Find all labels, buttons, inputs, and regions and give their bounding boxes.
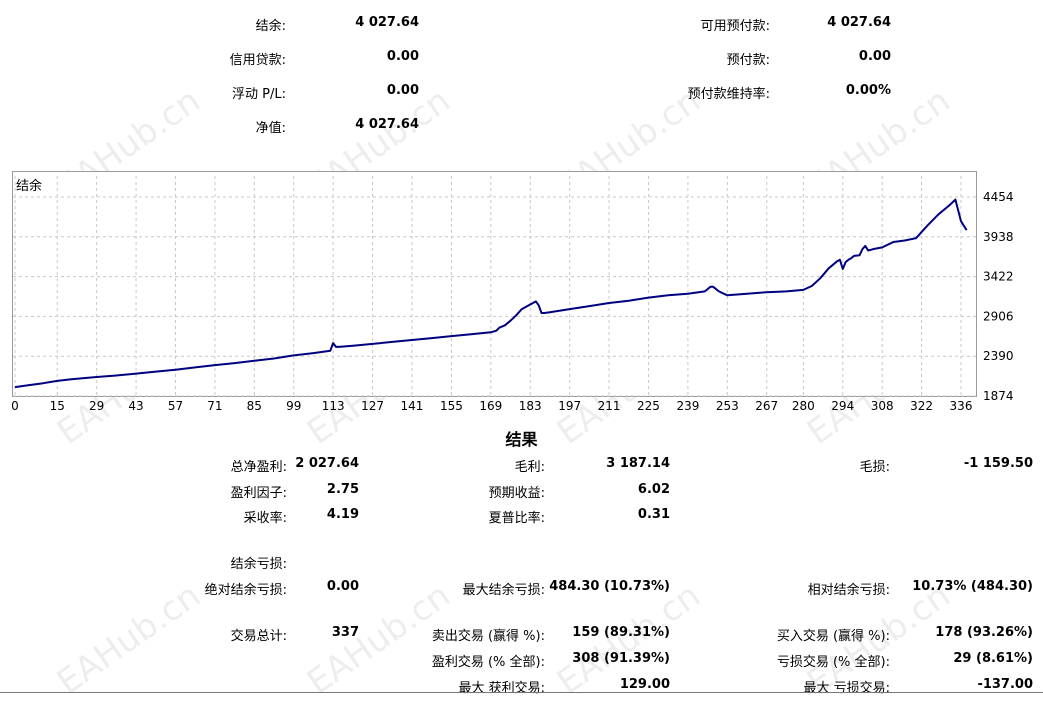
margin-level-label: 预付款维持率: — [687, 87, 770, 102]
long-trades-value: 178 (93.26%) — [935, 625, 1033, 640]
long-trades-label: 买入交易 (赢得 %): — [776, 629, 890, 644]
x-tick-label: 127 — [361, 399, 384, 413]
bottom-divider — [0, 692, 1043, 693]
max-drawdown-label: 最大结余亏损: — [462, 583, 545, 598]
x-tick-label: 197 — [558, 399, 581, 413]
x-tick-label: 336 — [950, 399, 973, 413]
x-tick-label: 43 — [128, 399, 143, 413]
x-tick-label: 211 — [598, 399, 621, 413]
balance-chart: 结余 — [12, 171, 977, 397]
largest-loss-value: -137.00 — [977, 677, 1033, 692]
total-trades-value: 337 — [331, 625, 359, 640]
profit-trades-label: 盈利交易 (% 全部): — [431, 655, 545, 670]
x-tick-label: 141 — [401, 399, 424, 413]
x-tick-label: 155 — [440, 399, 463, 413]
y-tick-label: 1874 — [983, 389, 1014, 403]
rel-drawdown-label: 相对结余亏损: — [807, 583, 890, 598]
x-tick-label: 280 — [792, 399, 815, 413]
short-trades-value: 159 (89.31%) — [572, 625, 670, 640]
x-tick-label: 113 — [322, 399, 345, 413]
x-tick-label: 71 — [207, 399, 222, 413]
recovery-factor-value: 4.19 — [326, 507, 359, 522]
results-title: 结果 — [505, 430, 538, 449]
balance-chart-svg: 0 15 29 43 57 71 85 99 113 127 141 155 169 183 197 211 2… — [11, 176, 1014, 413]
margin-level-value: 0.00% — [845, 83, 891, 98]
margin-value: 0.00 — [858, 49, 891, 64]
loss-trades-label: 亏损交易 (% 全部): — [776, 655, 890, 670]
equity-value: 4 027.64 — [355, 117, 419, 132]
free-margin-value: 4 027.64 — [827, 15, 891, 30]
balance-drawdown-label: 结余亏损: — [230, 557, 287, 572]
gross-profit-value: 3 187.14 — [606, 456, 670, 471]
total-trades-label: 交易总计: — [230, 629, 287, 644]
watermark-text: EAHub.cn — [50, 575, 208, 703]
x-tick-label: 85 — [247, 399, 262, 413]
max-drawdown-value: 484.30 (10.73%) — [549, 579, 670, 594]
floating-pl-value: 0.00 — [386, 83, 419, 98]
x-tick-label: 169 — [479, 399, 502, 413]
x-tick-label: 322 — [910, 399, 933, 413]
gross-loss-label: 毛损: — [859, 460, 890, 475]
largest-profit-label: 最大 获利交易: — [458, 681, 545, 696]
x-tick-label: 0 — [11, 399, 19, 413]
x-tick-label: 253 — [716, 399, 739, 413]
recovery-factor-label: 采收率: — [243, 511, 287, 526]
profit-factor-value: 2.75 — [326, 482, 359, 497]
gross-profit-label: 毛利: — [514, 460, 545, 475]
y-tick-label: 3938 — [983, 230, 1014, 244]
expected-payoff-label: 预期收益: — [488, 486, 545, 501]
margin-label: 预付款: — [726, 53, 770, 68]
gross-loss-value: -1 159.50 — [963, 456, 1033, 471]
short-trades-label: 卖出交易 (赢得 %): — [431, 629, 545, 644]
balance-value: 4 027.64 — [355, 15, 419, 30]
balance-series-line — [14, 198, 968, 389]
equity-label: 净值: — [255, 121, 286, 136]
x-tick-label: 294 — [831, 399, 854, 413]
x-tick-label: 57 — [168, 399, 183, 413]
free-margin-label: 可用预付款: — [700, 19, 770, 34]
x-tick-label: 15 — [50, 399, 65, 413]
y-tick-label: 3422 — [983, 270, 1014, 284]
x-tick-label: 225 — [637, 399, 660, 413]
x-tick-label: 183 — [519, 399, 542, 413]
rel-drawdown-value: 10.73% (484.30) — [912, 579, 1033, 594]
profit-factor-label: 盈利因子: — [230, 486, 287, 501]
total-net-profit-value: 2 027.64 — [295, 456, 359, 471]
credit-value: 0.00 — [386, 49, 419, 64]
abs-drawdown-value: 0.00 — [326, 579, 359, 594]
x-tick-label: 99 — [286, 399, 301, 413]
largest-loss-label: 最大 亏损交易: — [803, 681, 890, 696]
y-tick-label: 4454 — [983, 190, 1014, 204]
profit-trades-value: 308 (91.39%) — [572, 651, 670, 666]
y-tick-label: 2390 — [983, 349, 1014, 363]
x-tick-label: 267 — [755, 399, 778, 413]
sharpe-ratio-value: 0.31 — [637, 507, 670, 522]
sharpe-ratio-label: 夏普比率: — [488, 511, 545, 526]
balance-label: 结余: — [255, 19, 286, 34]
y-tick-label: 2906 — [983, 309, 1014, 323]
credit-label: 信用贷款: — [229, 53, 286, 68]
expected-payoff-value: 6.02 — [637, 482, 670, 497]
x-tick-label: 29 — [89, 399, 104, 413]
x-tick-label: 308 — [871, 399, 894, 413]
loss-trades-value: 29 (8.61%) — [953, 651, 1033, 666]
x-tick-label: 239 — [676, 399, 699, 413]
total-net-profit-label: 总净盈利: — [230, 460, 287, 475]
abs-drawdown-label: 绝对结余亏损: — [204, 583, 287, 598]
floating-pl-label: 浮动 P/L: — [232, 87, 286, 102]
chart-title: 结余 — [16, 179, 43, 194]
largest-profit-value: 129.00 — [619, 677, 670, 692]
